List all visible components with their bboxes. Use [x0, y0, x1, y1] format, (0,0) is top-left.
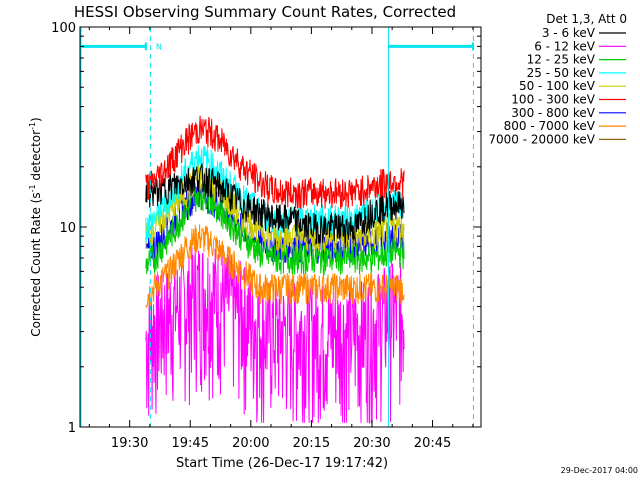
y-tick-label: 10 [59, 221, 76, 236]
x-tick-label: 19:30 [111, 436, 148, 451]
series-line [145, 163, 405, 254]
legend-header: Det 1,3, Att 0 [546, 12, 627, 26]
y-axis-label: Corrected Count Rate (s-1 detector-1) [28, 117, 43, 336]
x-axis-label: Start Time (26-Dec-17 19:17:42) [176, 456, 388, 471]
x-tick-label: 20:45 [414, 436, 451, 451]
x-tick-label: 20:30 [353, 436, 390, 451]
series-line [145, 115, 405, 210]
legend-label: 6 - 12 keV [534, 39, 596, 53]
legend-label: 12 - 25 keV [527, 53, 596, 67]
series-line [145, 163, 405, 245]
legend-label: 25 - 50 keV [527, 66, 596, 80]
chart-title: HESSI Observing Summary Count Rates, Cor… [74, 3, 456, 21]
legend-label: 100 - 300 keV [511, 93, 595, 107]
legend-label: 800 - 7000 keV [504, 119, 596, 133]
legend-label: 50 - 100 keV [519, 79, 596, 93]
overlay-layer: N [80, 27, 474, 427]
y-tick-label: 1 [68, 421, 76, 436]
axis-layer: 19:30 19:45 20:00 20:15 20:30 20:45 1 10 100 [51, 21, 481, 451]
legend-label: 7000 - 20000 keV [488, 132, 595, 146]
footer-date: 29-Dec-2017 04:00 [561, 466, 638, 475]
y-axis-label-part-3: ) [29, 117, 43, 122]
y-axis-label-part-2: detector [29, 130, 43, 185]
legend-label: 300 - 800 keV [511, 106, 595, 120]
night-annotation: N [156, 42, 162, 51]
x-tick-label: 19:45 [172, 436, 209, 451]
series-line [145, 246, 405, 424]
x-tick-label: 20:00 [232, 436, 269, 451]
legend-label: 3 - 6 keV [542, 26, 596, 40]
series-layer [145, 115, 405, 424]
x-tick-label: 20:15 [293, 436, 330, 451]
series-line [145, 224, 405, 308]
y-axis-label-part-1: Corrected Count Rate (s [29, 192, 43, 336]
y-axis-label-sup-1: -1 [28, 184, 37, 192]
y-axis-label-sup-2: -1 [28, 122, 37, 130]
y-tick-label: 100 [51, 21, 76, 36]
